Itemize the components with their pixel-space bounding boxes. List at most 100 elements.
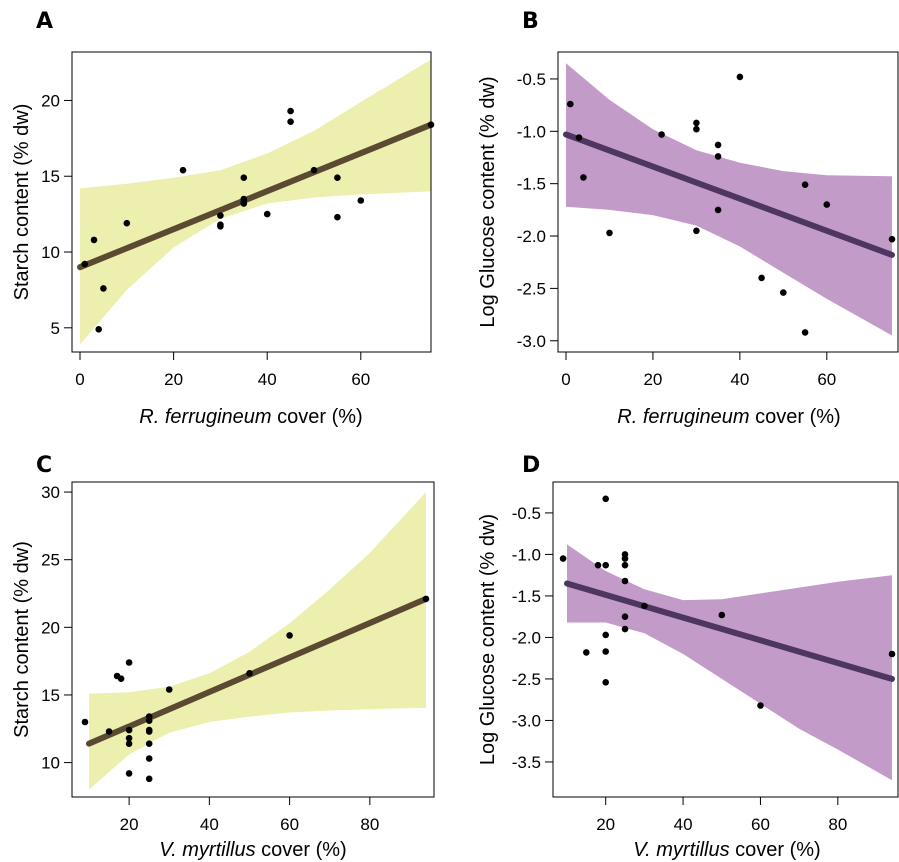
confidence-band (567, 544, 892, 781)
x-axis-label: R. ferrugineum cover (%) (617, 406, 840, 428)
data-point (145, 728, 153, 735)
x-axis-label-unit: cover (%) (256, 839, 347, 861)
x-axis-label-unit: cover (%) (730, 839, 821, 861)
data-point (888, 235, 896, 243)
x-axis-label: R. ferrugineum cover (%) (139, 406, 362, 428)
data-point (105, 728, 113, 735)
x-tick-label: 0 (561, 370, 570, 389)
x-tick-label: 60 (280, 815, 299, 834)
data-point (422, 595, 430, 603)
data-point (621, 625, 629, 633)
data-point (621, 577, 629, 585)
data-point (602, 648, 609, 655)
x-tick-label: 40 (258, 370, 277, 389)
x-tick-label: 40 (200, 815, 219, 834)
panel-c: 20 40 60 80 10 15 20 25 30 V. myrtillus cover (%)… (11, 453, 435, 861)
panel-b: 0 20 40 60 -0.5 -1.0 -1.5 -2.0 -2.5 -3.0 R. ferrug… (477, 9, 899, 428)
data-point (801, 329, 809, 336)
y-axis-label: Log Glucose content (% dw) (477, 76, 499, 327)
y-tick-label: -2.5 (512, 670, 541, 689)
x-tick-label: 20 (164, 370, 183, 389)
data-point (801, 181, 809, 188)
x-tick-label: 0 (75, 370, 84, 389)
data-point (240, 174, 248, 181)
data-point (357, 197, 365, 204)
data-point (263, 210, 271, 218)
x-tick-label: 80 (360, 815, 379, 834)
data-point (714, 141, 722, 149)
x-tick-label: 80 (828, 815, 847, 834)
data-point (602, 495, 609, 503)
y-tick-label: -1.0 (512, 545, 541, 564)
data-point (145, 755, 153, 762)
data-point (757, 702, 764, 709)
data-point (165, 686, 173, 693)
data-point (693, 119, 700, 127)
data-point (559, 555, 567, 562)
y-tick-label: -1.5 (517, 175, 546, 194)
data-point (287, 107, 294, 115)
y-tick-label: -3.5 (512, 753, 541, 772)
x-tick-label: 60 (751, 815, 770, 834)
panel-letter: A (36, 9, 53, 34)
regression-line (86, 595, 429, 747)
data-point (125, 734, 133, 742)
data-point (179, 166, 187, 174)
y-tick-label: -1.0 (517, 122, 546, 141)
data-point (95, 326, 102, 333)
data-point (100, 285, 107, 292)
data-point (145, 717, 153, 724)
y-tick-label: 5 (51, 319, 60, 338)
data-point (736, 73, 744, 81)
data-point (125, 740, 133, 747)
panel-a: 0 20 40 60 5 10 15 20 R. ferrugineum cover (%) St… (11, 9, 435, 428)
data-point (621, 613, 629, 620)
data-point (602, 631, 609, 639)
regression-line (77, 121, 434, 271)
y-tick-label: 20 (41, 618, 60, 637)
x-tick-label: 40 (730, 370, 749, 389)
plot-frame (71, 481, 435, 798)
plot-frame (557, 51, 899, 353)
data-point (658, 131, 665, 138)
data-point (334, 174, 341, 181)
data-point (217, 212, 224, 219)
regression-line (564, 580, 895, 682)
data-point (286, 632, 293, 639)
data-point (621, 555, 629, 562)
confidence-band (566, 63, 892, 336)
data-point (594, 561, 602, 569)
data-point (575, 134, 583, 141)
data-point (780, 289, 787, 296)
plot-frame (71, 51, 432, 353)
y-tick-label: 10 (41, 754, 60, 773)
data-point (580, 174, 587, 181)
data-point (123, 219, 131, 227)
y-tick-label: -2.0 (512, 628, 541, 647)
x-axis-label: V. myrtillus cover (%) (159, 839, 346, 861)
x-tick-label: 40 (674, 815, 693, 834)
y-tick-label: -3.0 (512, 711, 541, 730)
x-axis-label-species: V. myrtillus (633, 839, 729, 861)
y-tick-label: -2.0 (517, 227, 546, 246)
regression-line (563, 131, 895, 258)
data-point (125, 770, 133, 777)
data-point (287, 118, 294, 125)
y-axis-label: Log Glucose content (% dw) (477, 514, 499, 765)
data-point (714, 153, 722, 160)
data-point (714, 206, 722, 214)
data-point (125, 659, 133, 666)
x-axis-label-species: R. ferrugineum (617, 406, 749, 428)
y-tick-label: -3.0 (517, 332, 546, 351)
data-point (641, 602, 648, 610)
y-tick-label: -0.5 (512, 504, 541, 523)
data-point (823, 201, 831, 208)
x-axis-label-unit: cover (%) (272, 406, 363, 428)
y-tick-label: 20 (41, 91, 60, 110)
data-point (81, 718, 89, 726)
plot-frame (552, 481, 899, 798)
x-tick-label: 20 (596, 815, 615, 834)
panel-letter: B (522, 9, 539, 34)
data-point (583, 649, 590, 656)
y-tick-label: 10 (41, 243, 60, 262)
